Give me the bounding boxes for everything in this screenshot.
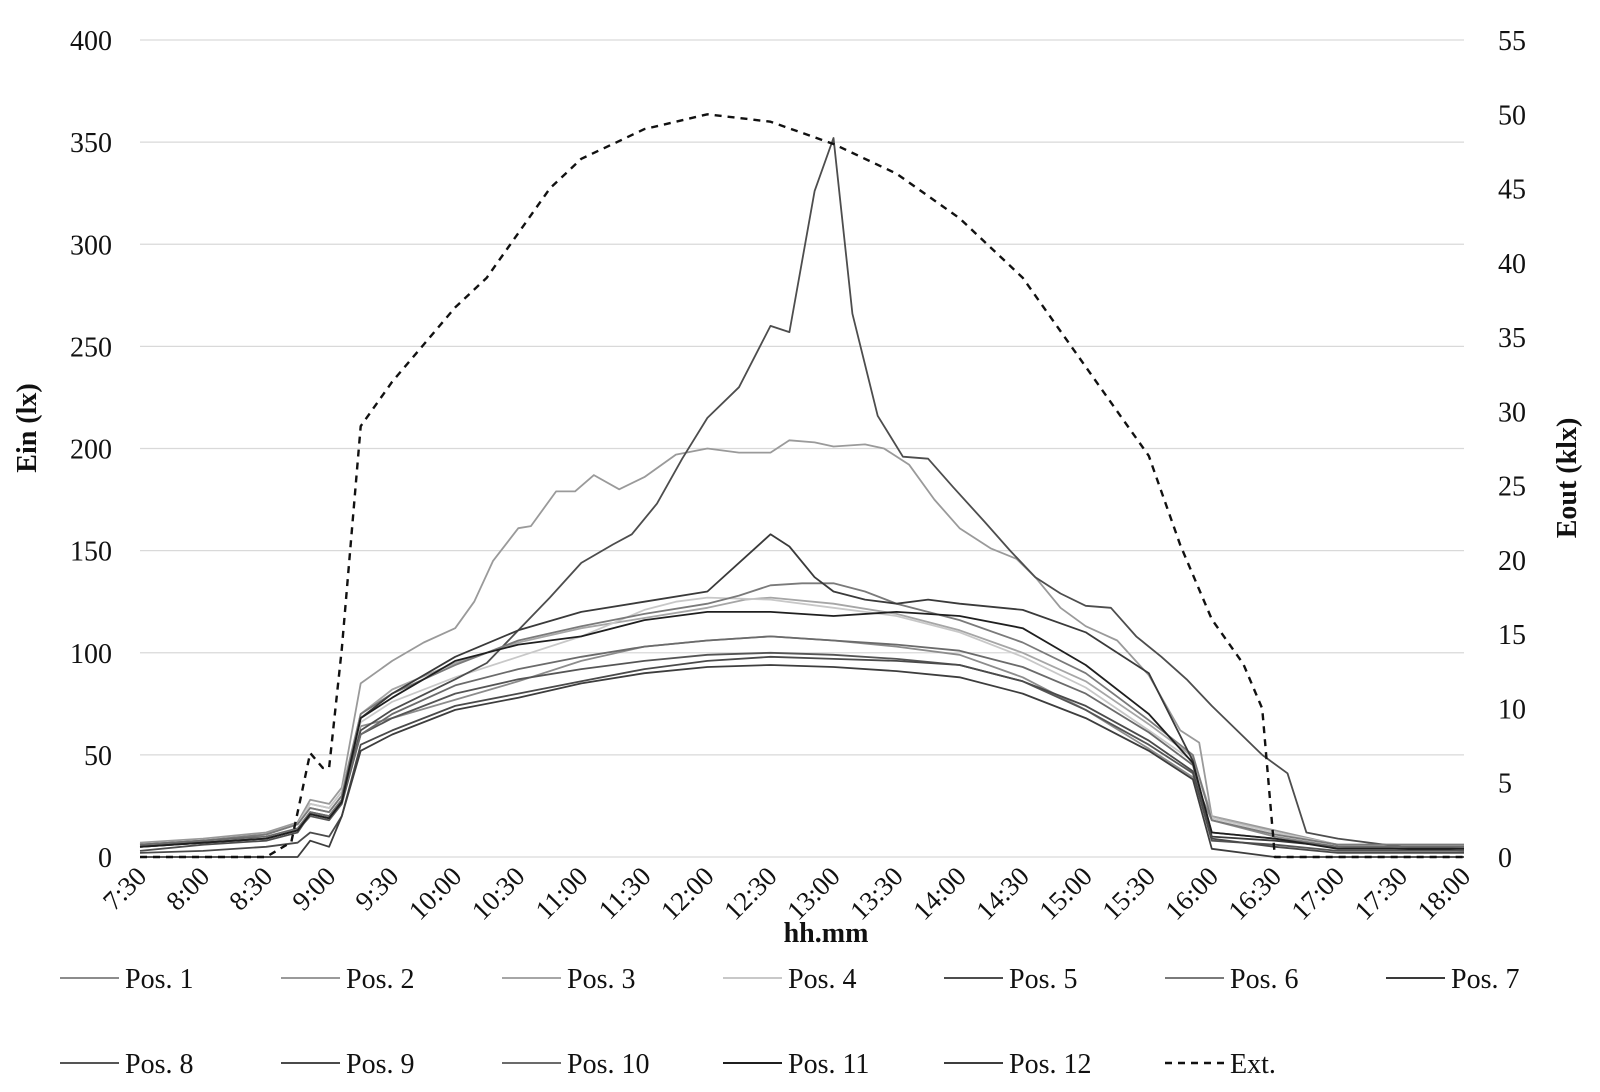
y-tick-label-right: 5 xyxy=(1498,769,1512,800)
x-tick-label: 17:00 xyxy=(1285,861,1350,926)
series-line-ext xyxy=(140,113,1464,859)
x-tick-label: 8:30 xyxy=(223,861,278,916)
legend-item: Pos. 3 xyxy=(502,964,635,995)
x-tick-label: 15:00 xyxy=(1033,861,1098,926)
x-axis-title: hh.mm xyxy=(784,918,869,949)
x-tick-label: 8:00 xyxy=(160,861,215,916)
x-tick-label: 17:30 xyxy=(1348,861,1413,926)
legend-item: Pos. 12 xyxy=(944,1049,1091,1080)
y-tick-label-right: 10 xyxy=(1498,694,1526,725)
legend-item: Pos. 5 xyxy=(944,964,1077,995)
y-tick-label-right: 50 xyxy=(1498,100,1526,131)
y-tick-label-left: 100 xyxy=(70,639,112,670)
x-tick-label: 14:00 xyxy=(907,861,972,926)
y-tick-label-right: 45 xyxy=(1498,175,1526,206)
y-tick-label-left: 200 xyxy=(70,435,112,466)
legend-label: Pos. 11 xyxy=(788,1049,869,1080)
series-line-pos-6 xyxy=(139,582,1464,846)
x-tick-label: 13:00 xyxy=(781,861,846,926)
y-tick-label-right: 55 xyxy=(1498,26,1526,57)
legend-label: Pos. 1 xyxy=(125,964,193,995)
legend-item: Pos. 2 xyxy=(281,964,414,995)
y-tick-label-left: 400 xyxy=(70,26,112,57)
legend-label: Pos. 10 xyxy=(567,1049,649,1080)
x-tick-label: 18:00 xyxy=(1412,861,1477,926)
series-line-pos-11 xyxy=(139,611,1464,850)
x-tick-label: 16:30 xyxy=(1222,861,1287,926)
right-y-tick-labels: 0 5 10 15 20 25 30 35 40 45 50 55 xyxy=(1498,26,1526,874)
gridlines xyxy=(140,39,1464,858)
x-tick-label: 12:30 xyxy=(718,861,783,926)
legend-item: Pos. 1 xyxy=(60,964,193,995)
y-tick-label-left: 250 xyxy=(70,332,112,363)
y-tick-label-left: 350 xyxy=(70,128,112,159)
legend-item: Pos. 10 xyxy=(502,1049,649,1080)
x-tick-label: 11:30 xyxy=(593,861,657,925)
x-tick-label: 15:30 xyxy=(1096,861,1161,926)
x-tick-label: 11:00 xyxy=(530,861,594,925)
y-tick-label-right: 20 xyxy=(1498,546,1526,577)
legend-item: Ext. xyxy=(1165,1049,1276,1080)
x-tick-label: 9:30 xyxy=(349,861,404,916)
legend-item: Pos. 11 xyxy=(723,1049,869,1080)
y-tick-label-left: 300 xyxy=(70,230,112,261)
legend-item: Pos. 4 xyxy=(723,964,856,995)
legend-item: Pos. 8 xyxy=(60,1049,193,1080)
legend-label: Pos. 6 xyxy=(1230,964,1298,995)
y-tick-label-right: 0 xyxy=(1498,843,1512,874)
legend-item: Pos. 6 xyxy=(1165,964,1298,995)
series-line-pos-12 xyxy=(140,664,1464,858)
y-tick-label-left: 150 xyxy=(70,537,112,568)
legend-label: Ext. xyxy=(1230,1049,1276,1080)
legend-label: Pos. 12 xyxy=(1009,1049,1091,1080)
series-lines xyxy=(139,113,1465,859)
x-tick-label: 12:00 xyxy=(655,861,720,926)
legend-label: Pos. 3 xyxy=(567,964,635,995)
y-tick-label-left: 50 xyxy=(84,741,112,772)
legend-label: Pos. 7 xyxy=(1451,964,1519,995)
legend-label: Pos. 2 xyxy=(346,964,414,995)
x-tick-label: 10:00 xyxy=(403,861,468,926)
series-line-pos-5 xyxy=(139,137,1465,852)
legend-label: Pos. 9 xyxy=(346,1049,414,1080)
y-tick-label-left: 0 xyxy=(98,843,112,874)
x-tick-label: 10:30 xyxy=(466,861,531,926)
legend-label: Pos. 5 xyxy=(1009,964,1077,995)
y-tick-label-right: 30 xyxy=(1498,397,1526,428)
legend-item: Pos. 9 xyxy=(281,1049,414,1080)
y-tick-label-right: 25 xyxy=(1498,472,1526,503)
legend-item: Pos. 7 xyxy=(1386,964,1519,995)
x-tick-label: 14:30 xyxy=(970,861,1035,926)
y-tick-label-right: 40 xyxy=(1498,249,1526,280)
x-tick-label: 13:30 xyxy=(844,861,909,926)
legend-label: Pos. 4 xyxy=(788,964,856,995)
left-y-axis-title: Ein (lx) xyxy=(12,383,43,472)
series-line-pos-9 xyxy=(139,655,1464,854)
series-line-pos-2 xyxy=(139,439,1464,846)
legend-label: Pos. 8 xyxy=(125,1049,193,1080)
right-y-axis-title: Eout (klx) xyxy=(1552,418,1583,539)
x-tick-label: 9:00 xyxy=(286,861,341,916)
y-tick-label-right: 15 xyxy=(1498,620,1526,651)
x-tick-label: 16:00 xyxy=(1159,861,1224,926)
left-y-tick-labels: 0 50 100 150 200 250 300 350 400 xyxy=(70,26,112,874)
y-tick-label-right: 35 xyxy=(1498,323,1526,354)
legend: Pos. 1 Pos. 2 Pos. 3 Pos. 4 Pos. 5 Pos. 6 Pos.… xyxy=(60,964,1519,1080)
